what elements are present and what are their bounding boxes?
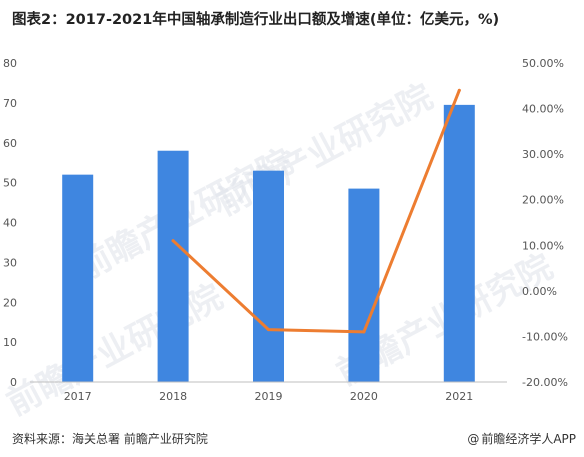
left-axis-tick-label: 20 (3, 296, 17, 309)
growth-point-2019 (267, 328, 270, 332)
x-axis-tick-label: 2018 (159, 390, 187, 403)
x-axis-tick-label: 2019 (255, 390, 283, 403)
x-axis-tick-label: 2020 (350, 390, 378, 403)
bar-2018 (157, 150, 189, 382)
left-axis-tick-label: 10 (3, 336, 17, 349)
right-axis-tick-label: -20.00% (522, 376, 568, 389)
left-axis-tick-labels: 0 10 20 30 40 50 60 70 80 (3, 57, 17, 389)
brand-credit: @ 前瞻经济学人APP (467, 430, 576, 447)
source-note: 资料来源：海关总署 前瞻产业研究院 (12, 432, 208, 446)
growth-point-2018 (171, 239, 175, 243)
bar-2017 (62, 174, 94, 382)
x-axis-tick-label: 2017 (64, 390, 92, 403)
x-axis-tick-labels: 2017 2018 2019 2020 2021 (64, 390, 474, 403)
bar-series (62, 104, 475, 383)
brand-name: 前瞻经济学人APP (481, 432, 576, 446)
bar-2020 (348, 188, 380, 382)
growth-point-2020 (362, 330, 366, 334)
left-axis-tick-label: 80 (3, 57, 17, 70)
watermark-text: 前瞻产业研究院 (0, 277, 229, 424)
left-axis-tick-label: 0 (10, 376, 17, 389)
bar-2021 (443, 104, 475, 383)
left-axis-tick-label: 50 (3, 177, 17, 190)
right-axis-tick-label: 0.00% (522, 285, 557, 298)
growth-point-2021 (457, 88, 461, 92)
at-sign: @ (467, 432, 480, 446)
right-axis-tick-label: 10.00% (522, 239, 564, 252)
growth-line-series (171, 88, 461, 334)
right-axis-tick-label: 40.00% (522, 103, 564, 116)
chart-title: 图表2：2017-2021年中国轴承制造行业出口额及增速(单位：亿美元，%) (12, 12, 500, 28)
right-axis-tick-label: 30.00% (522, 148, 564, 161)
left-axis-tick-label: 40 (3, 217, 17, 230)
growth-line (171, 88, 461, 334)
x-axis-tick-label: 2021 (445, 390, 473, 403)
watermark-text: 前瞻产业研究院 (210, 77, 439, 224)
right-axis-tick-label: -10.00% (522, 330, 568, 343)
left-axis-tick-label: 70 (3, 97, 17, 110)
bar-2019 (253, 170, 284, 382)
left-axis-tick-label: 60 (3, 137, 17, 150)
right-axis-tick-labels: -20.00% -10.00% 0.00% 10.00% 20.00% 30.00% 40.… (522, 57, 568, 389)
left-axis-tick-label: 30 (3, 256, 17, 269)
right-axis-tick-label: 50.00% (522, 57, 564, 70)
right-axis-tick-label: 20.00% (522, 194, 564, 207)
